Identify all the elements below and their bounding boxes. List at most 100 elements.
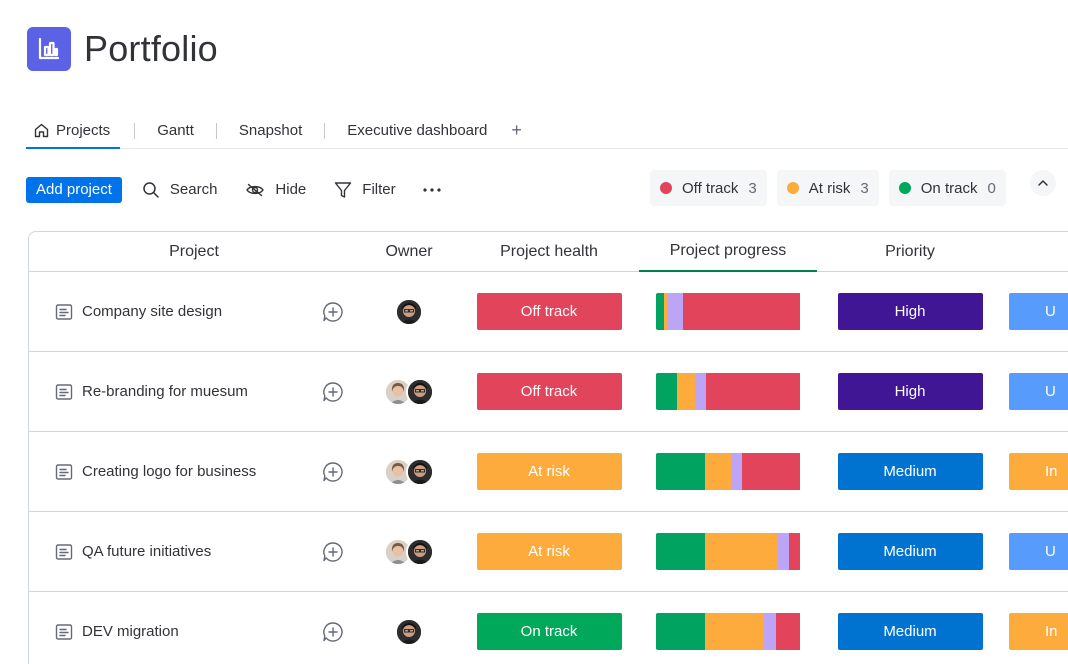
health-cell[interactable]: Off track: [459, 373, 639, 410]
health-cell[interactable]: On track: [459, 613, 639, 650]
next-column-cell[interactable]: In: [1003, 453, 1068, 490]
more-options-button[interactable]: [422, 187, 442, 193]
tab-label: Projects: [56, 122, 111, 139]
tab-label: Snapshot: [238, 122, 303, 139]
hide-button[interactable]: Hide: [245, 181, 306, 199]
table-row[interactable]: Creating logo for business At risk Medium I…: [29, 432, 1068, 512]
table-row[interactable]: Company site design Off track High U: [29, 272, 1068, 352]
next-column-label[interactable]: U: [1009, 293, 1068, 330]
progress-cell[interactable]: [639, 533, 817, 570]
owner-cell[interactable]: [359, 457, 459, 486]
add-update-icon[interactable]: [321, 300, 345, 324]
add-update-icon[interactable]: [321, 460, 345, 484]
table-row[interactable]: QA future initiatives At risk Medium U: [29, 512, 1068, 592]
projects-table: Project Owner Project health Project pro…: [28, 231, 1068, 664]
health-cell[interactable]: At risk: [459, 453, 639, 490]
priority-cell[interactable]: Medium: [817, 613, 1003, 650]
status-chip-at-risk[interactable]: At risk 3: [776, 170, 879, 206]
health-cell[interactable]: At risk: [459, 533, 639, 570]
search-button[interactable]: Search: [142, 181, 218, 199]
priority-cell[interactable]: High: [817, 373, 1003, 410]
owner-cell[interactable]: [359, 617, 459, 646]
status-chip-off-track[interactable]: Off track 3: [650, 170, 767, 206]
hide-label: Hide: [275, 181, 307, 198]
collapse-button[interactable]: [1030, 170, 1056, 196]
next-column-label[interactable]: In: [1009, 453, 1068, 490]
progress-segment-red: [742, 453, 801, 490]
column-header-project[interactable]: Project: [169, 243, 219, 260]
add-update-icon[interactable]: [321, 620, 345, 644]
board-toolbar: Add project Search Hide Filter Off track…: [26, 170, 1068, 206]
add-view-button[interactable]: +: [511, 120, 522, 140]
next-column-label[interactable]: U: [1009, 533, 1068, 570]
column-header-project-progress[interactable]: Project progress: [639, 232, 817, 272]
progress-cell[interactable]: [639, 293, 817, 330]
progress-segment-green: [655, 533, 705, 570]
avatar[interactable]: [406, 457, 434, 486]
avatar[interactable]: [395, 617, 423, 646]
status-chip-on-track[interactable]: On track 0: [888, 170, 1006, 206]
avatar[interactable]: [406, 537, 434, 566]
project-cell[interactable]: Re-branding for muesum: [29, 352, 359, 431]
progress-cell[interactable]: [639, 373, 817, 410]
priority-cell[interactable]: Medium: [817, 533, 1003, 570]
more-horizontal-icon: [423, 187, 441, 192]
page-title: Portfolio: [84, 28, 218, 69]
status-label[interactable]: At risk: [476, 533, 622, 570]
priority-label[interactable]: High: [837, 293, 983, 330]
add-update-icon[interactable]: [321, 540, 345, 564]
add-update-icon[interactable]: [321, 380, 345, 404]
priority-cell[interactable]: High: [817, 293, 1003, 330]
avatar[interactable]: [395, 297, 423, 326]
next-column-cell[interactable]: U: [1003, 373, 1068, 410]
table-header: Project Owner Project health Project pro…: [29, 232, 1068, 272]
owner-cell[interactable]: [359, 297, 459, 326]
status-dot: [898, 182, 911, 194]
tab-gantt[interactable]: Gantt: [149, 113, 202, 148]
table-row[interactable]: Re-branding for muesum Off track High U: [29, 352, 1068, 432]
tab-snapshot[interactable]: Snapshot: [231, 113, 310, 148]
chevron-up-icon: [1038, 180, 1048, 186]
column-header-owner[interactable]: Owner: [385, 243, 433, 260]
status-label[interactable]: On track: [476, 613, 622, 650]
status-label[interactable]: Off track: [476, 293, 622, 330]
item-icon: [54, 382, 74, 402]
filter-button[interactable]: Filter: [334, 181, 396, 199]
status-label[interactable]: At risk: [476, 453, 622, 490]
priority-label[interactable]: High: [837, 373, 983, 410]
column-header-priority[interactable]: Priority: [885, 243, 935, 260]
next-column-cell[interactable]: In: [1003, 613, 1068, 650]
project-name: Company site design: [82, 303, 223, 320]
progress-segment-orange: [677, 373, 695, 410]
search-label: Search: [169, 181, 218, 198]
status-label[interactable]: Off track: [476, 373, 622, 410]
next-column-label[interactable]: In: [1009, 613, 1068, 650]
project-cell[interactable]: DEV migration: [29, 592, 359, 664]
progress-cell[interactable]: [639, 453, 817, 490]
next-column-cell[interactable]: U: [1003, 533, 1068, 570]
owner-cell[interactable]: [359, 377, 459, 406]
priority-label[interactable]: Medium: [837, 533, 983, 570]
health-cell[interactable]: Off track: [459, 293, 639, 330]
owner-avatars: [395, 297, 423, 326]
column-header-project-health[interactable]: Project health: [500, 243, 598, 260]
project-cell[interactable]: Creating logo for business: [29, 432, 359, 511]
owner-cell[interactable]: [359, 537, 459, 566]
item-icon: [54, 622, 74, 642]
priority-label[interactable]: Medium: [837, 613, 983, 650]
project-name: DEV migration: [82, 623, 179, 640]
tab-executive-dashboard[interactable]: Executive dashboard: [339, 113, 495, 148]
avatar[interactable]: [406, 377, 434, 406]
tab-projects[interactable]: Projects: [26, 113, 121, 149]
project-cell[interactable]: Company site design: [29, 272, 359, 351]
priority-cell[interactable]: Medium: [817, 453, 1003, 490]
project-cell[interactable]: QA future initiatives: [29, 512, 359, 591]
next-column-label[interactable]: U: [1009, 373, 1068, 410]
progress-cell[interactable]: [639, 613, 817, 650]
table-row[interactable]: DEV migration On track Medium In: [29, 592, 1068, 664]
search-icon: [143, 181, 159, 198]
next-column-cell[interactable]: U: [1003, 293, 1068, 330]
filter-label: Filter: [362, 181, 396, 198]
priority-label[interactable]: Medium: [837, 453, 983, 490]
add-project-button[interactable]: Add project: [26, 176, 122, 203]
